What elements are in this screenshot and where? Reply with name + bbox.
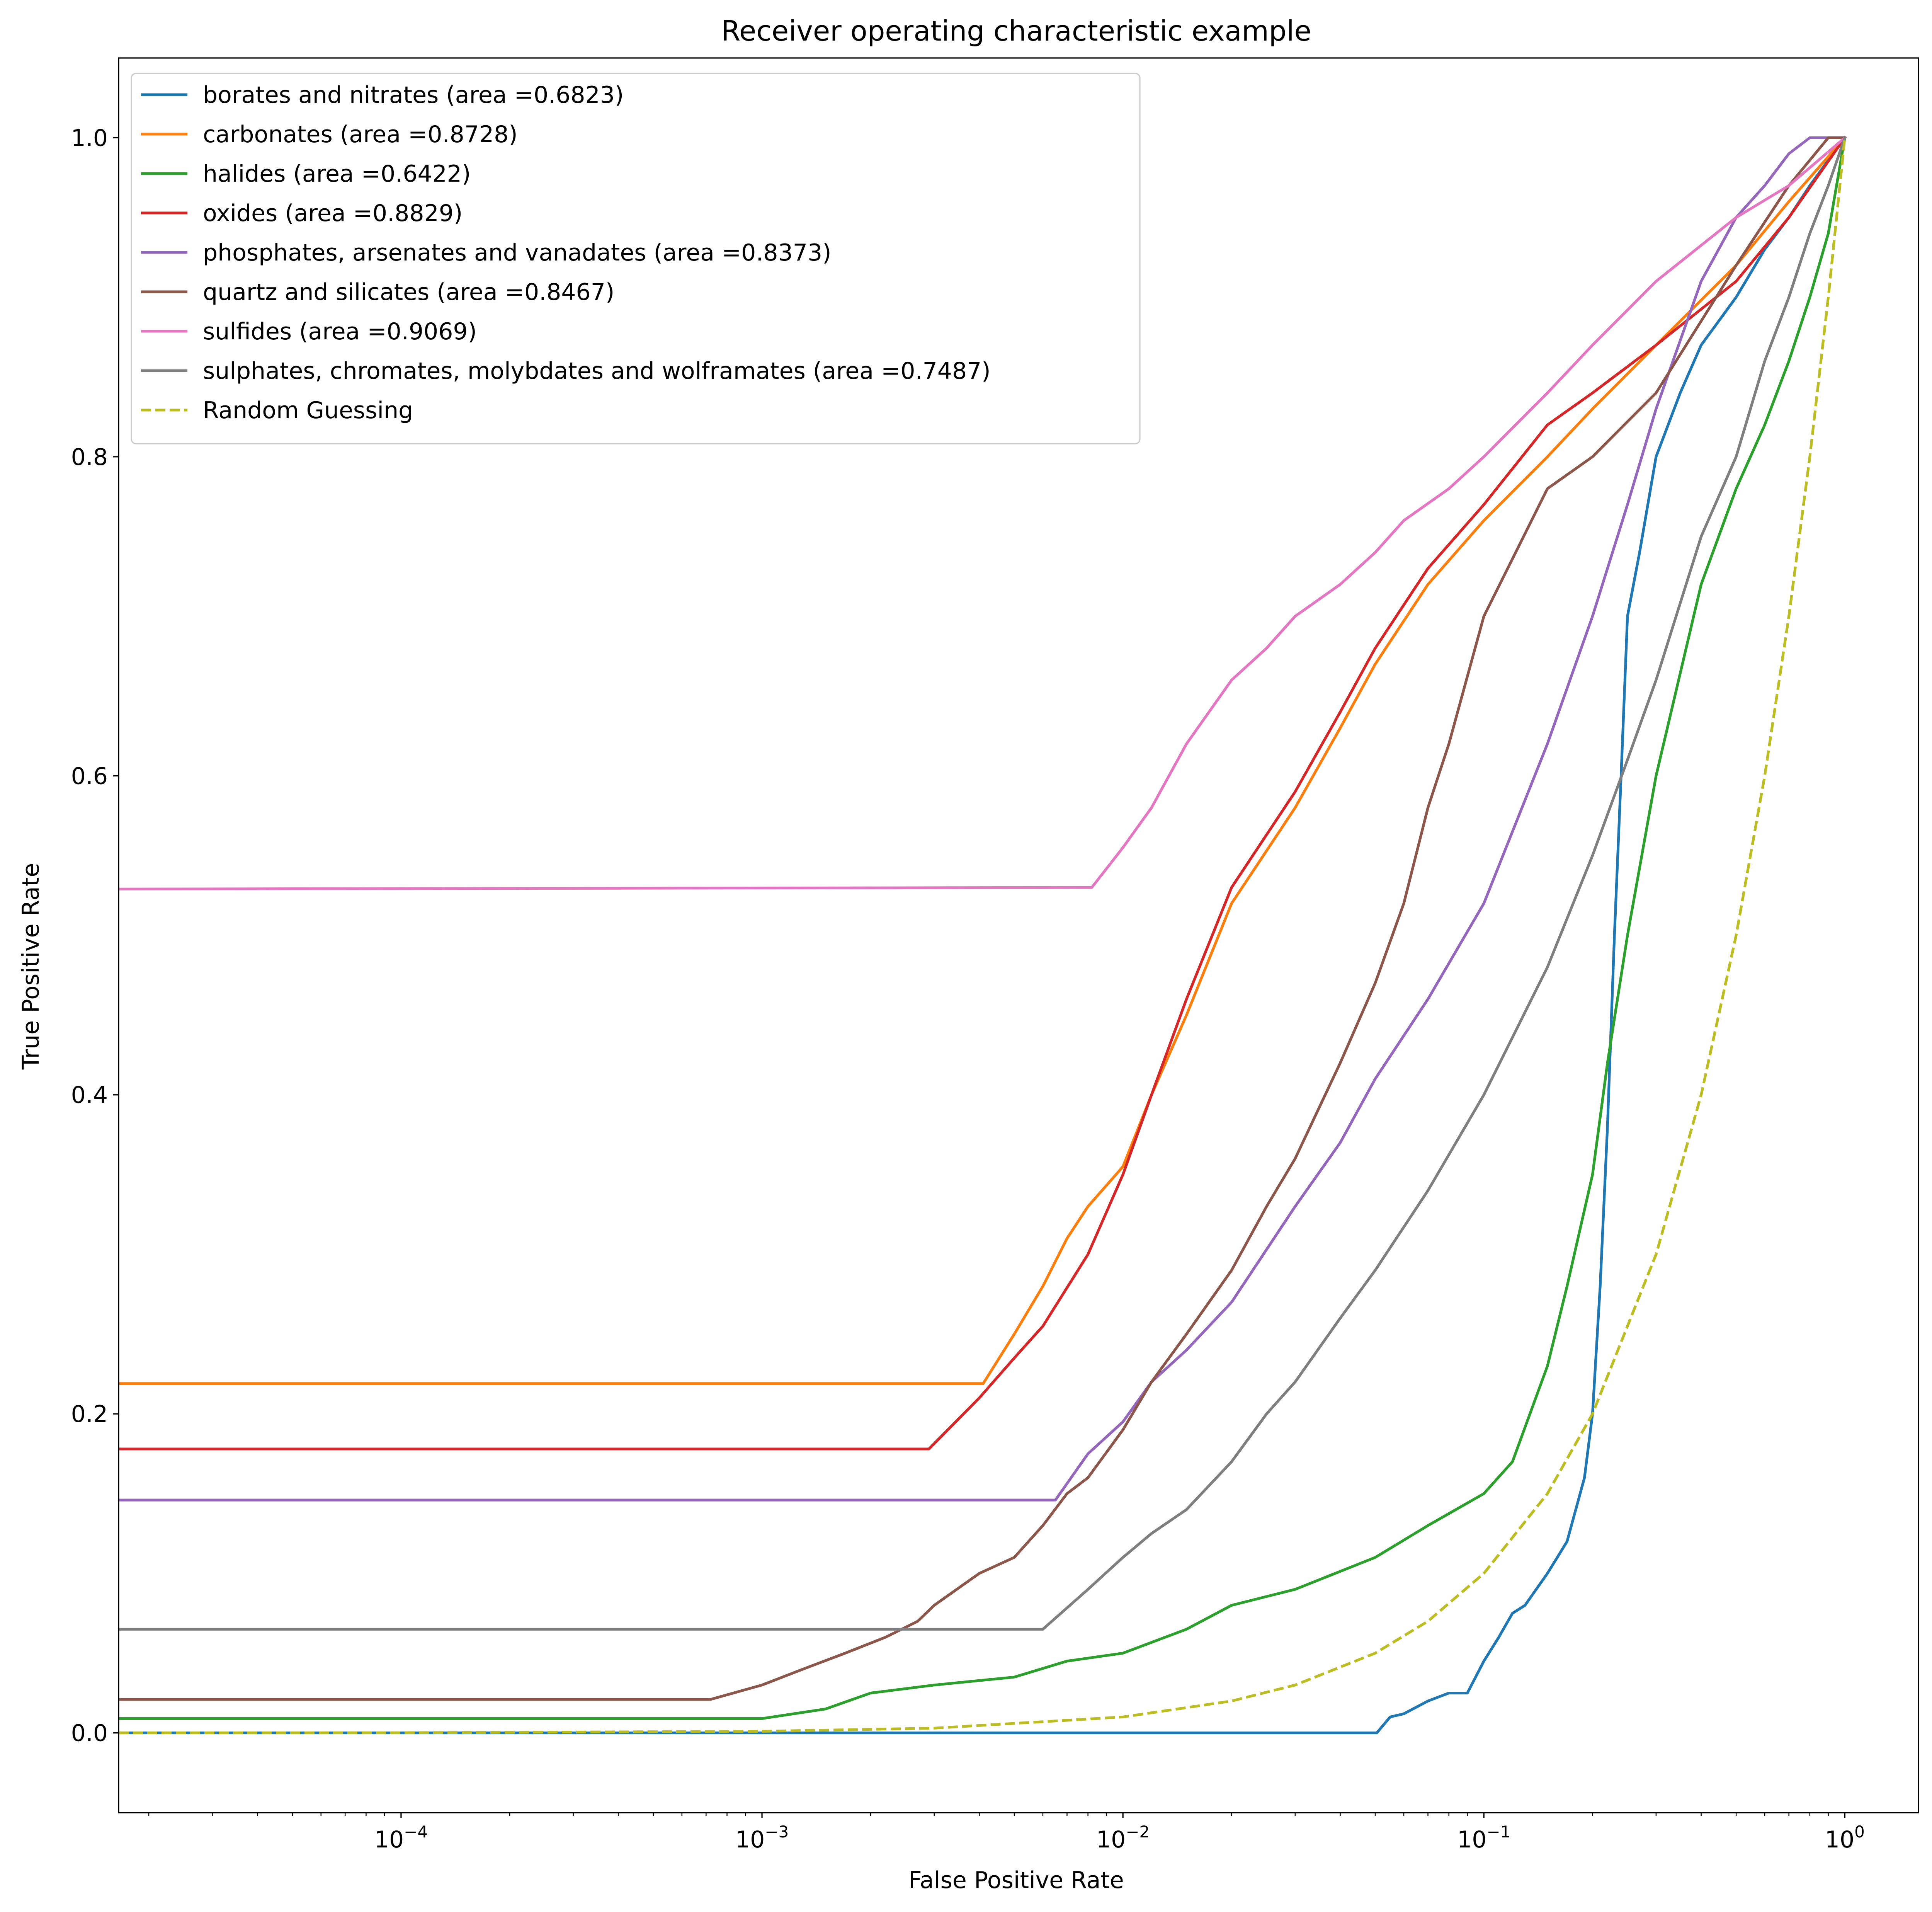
legend-label-5: quartz and silicates (area =0.8467) — [203, 279, 614, 306]
y-axis-label: True Positive Rate — [17, 863, 44, 1070]
y-tick-label-0: 0.0 — [71, 1720, 108, 1747]
series-line-4 — [119, 136, 1846, 1502]
series-line-5 — [119, 136, 1846, 1701]
y-tick-label-1: 0.2 — [71, 1401, 108, 1428]
x-tick-label-4: 100 — [1825, 1822, 1865, 1853]
axes-frame — [118, 57, 1919, 1813]
x-axis-label: False Positive Rate — [908, 1867, 1124, 1894]
legend-label-4: phosphates, arsenates and vanadates (are… — [203, 239, 832, 266]
plot-area: 0.0 0.2 0.4 0.6 0.8 1.0 10−4 10−3 10−2 10−1 100 — [71, 57, 1919, 1853]
legend-box — [131, 73, 1141, 444]
x-tick-label-3: 10−1 — [1457, 1822, 1510, 1853]
legend-label-2: halides (area =0.6422) — [203, 160, 471, 187]
series-line-8 — [119, 138, 1846, 1735]
series-line-2 — [119, 136, 1847, 1720]
x-tick-label-1: 10−3 — [735, 1822, 789, 1853]
series-line-7 — [119, 136, 1847, 1631]
series-group — [119, 136, 1847, 1735]
chart-title: Receiver operating characteristic exampl… — [721, 15, 1311, 47]
legend-label-8: Random Guessing — [203, 397, 413, 424]
series-line-6 — [119, 136, 1847, 890]
x-tick-label-2: 10−2 — [1096, 1822, 1150, 1853]
series-line-3 — [119, 136, 1847, 1451]
legend: borates and nitrates (area =0.6823) carbo… — [131, 73, 1141, 444]
legend-label-7: sulphates, chromates, molybdates and wol… — [203, 358, 991, 385]
x-tick-label-0: 10−4 — [374, 1822, 428, 1853]
y-tick-label-2: 0.4 — [71, 1082, 108, 1109]
legend-label-3: oxides (area =0.8829) — [203, 200, 463, 227]
series-line-1 — [119, 136, 1847, 1385]
legend-label-1: carbonates (area =0.8728) — [203, 121, 518, 148]
legend-label-0: borates and nitrates (area =0.6823) — [203, 82, 624, 109]
y-tick-label-5: 1.0 — [71, 124, 108, 152]
y-tick-label-3: 0.6 — [71, 763, 108, 790]
legend-label-6: sulfides (area =0.9069) — [203, 318, 477, 345]
y-tick-label-4: 0.8 — [71, 444, 108, 471]
